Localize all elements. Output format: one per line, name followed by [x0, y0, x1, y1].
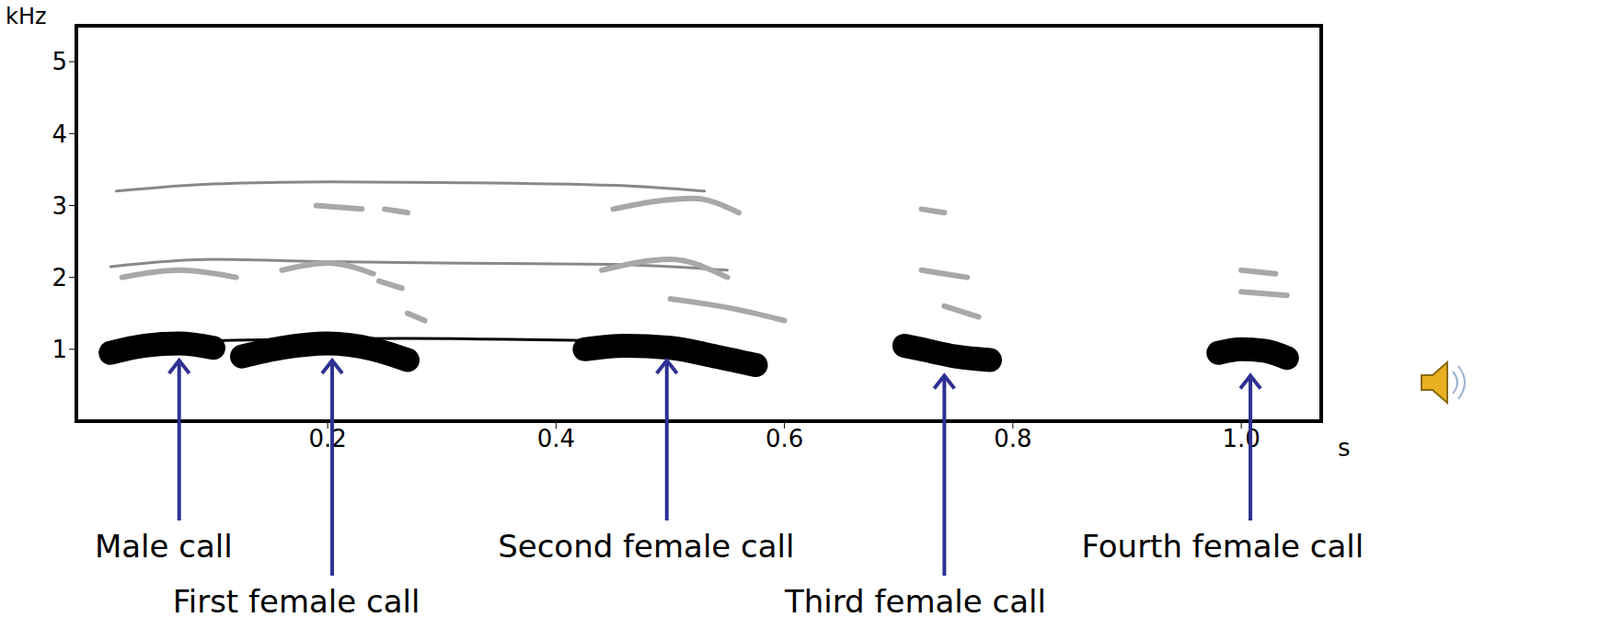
svg-text:3: 3	[51, 192, 68, 220]
svg-text:s: s	[1337, 434, 1351, 462]
svg-text:Fourth female call: Fourth female call	[1081, 528, 1364, 565]
svg-text:First female call: First female call	[172, 583, 421, 621]
svg-text:Second female call: Second female call	[497, 528, 795, 565]
svg-text:4: 4	[51, 120, 68, 149]
svg-text:0.2: 0.2	[308, 425, 346, 453]
svg-text:0.4: 0.4	[537, 425, 576, 453]
svg-text:Third female call: Third female call	[783, 583, 1047, 621]
svg-text:kHz: kHz	[5, 3, 47, 30]
svg-text:2: 2	[51, 264, 68, 292]
svg-text:1.0: 1.0	[1221, 425, 1260, 453]
svg-text:5: 5	[51, 47, 68, 76]
svg-text:Male call: Male call	[94, 528, 233, 565]
svg-text:0.8: 0.8	[993, 425, 1032, 453]
svg-text:1: 1	[51, 335, 68, 364]
svg-text:0.6: 0.6	[765, 425, 804, 453]
